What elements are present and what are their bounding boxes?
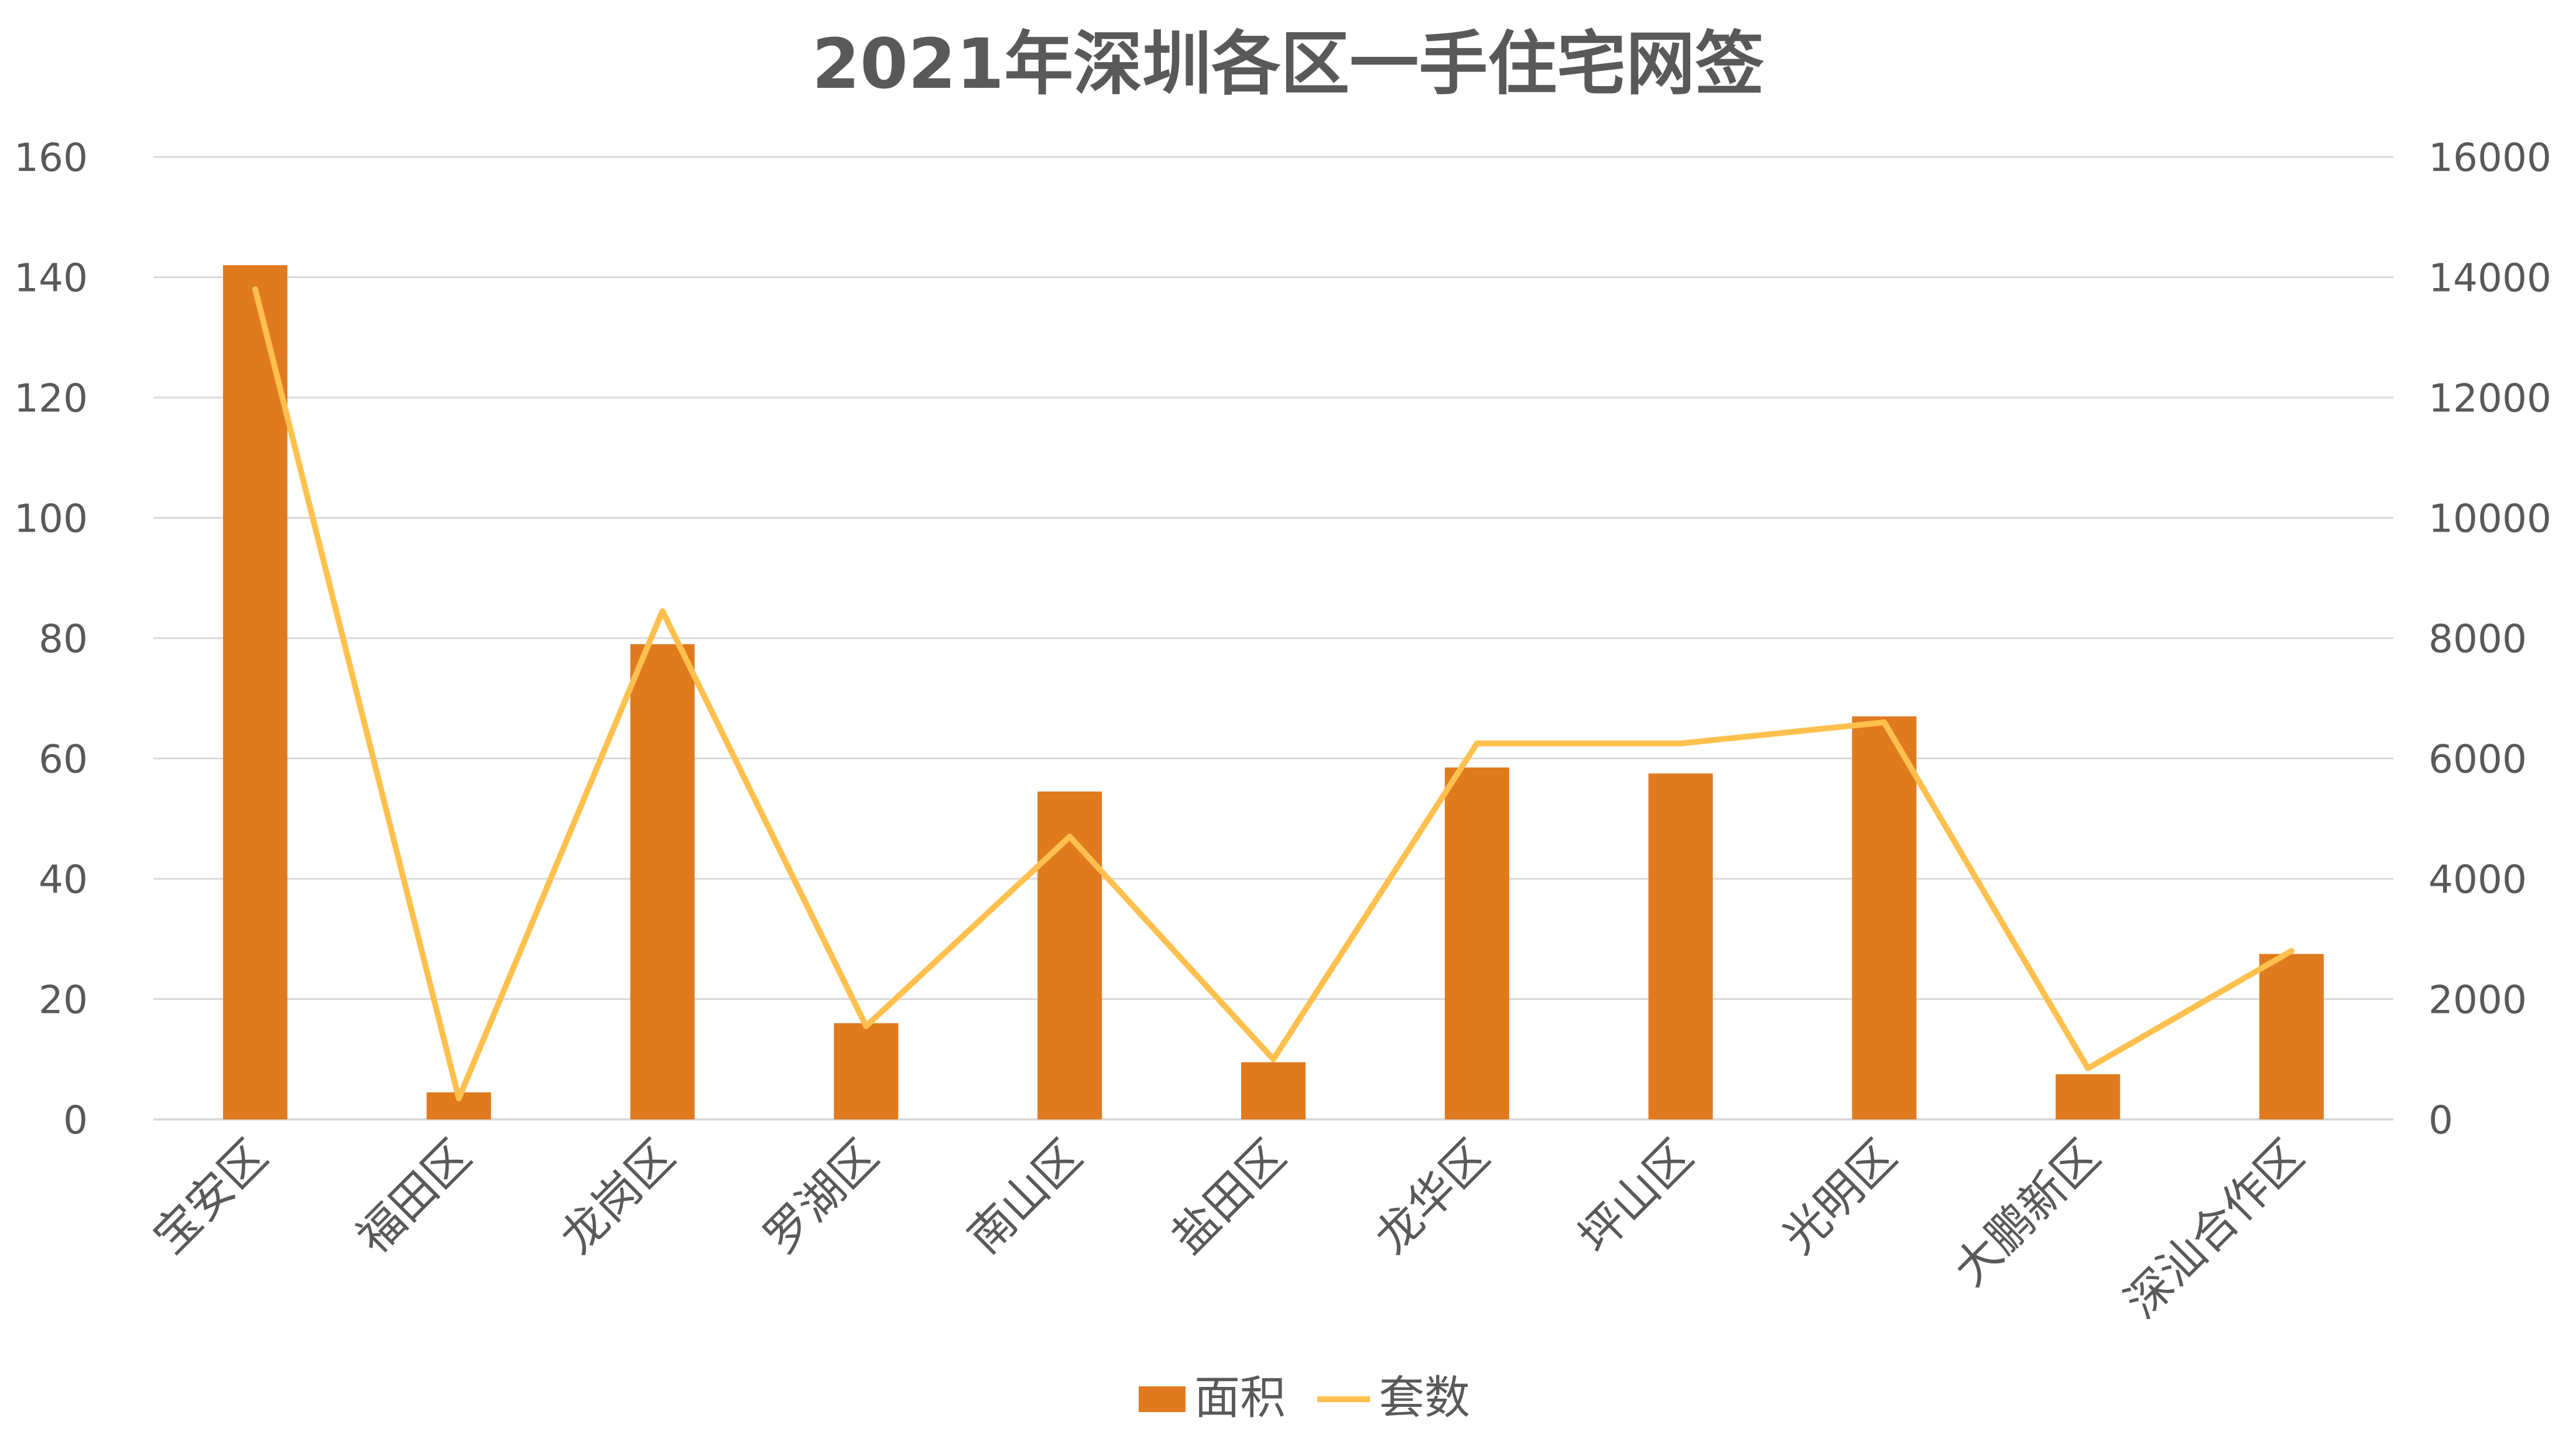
left-axis: 0 20 40 60 80 100 120 140 160 [14,135,88,1143]
left-tick-label: 80 [39,616,88,662]
bar [222,265,287,1120]
bar [630,644,695,1119]
category-label: 南山区 [958,1130,1092,1264]
category-label: 罗湖区 [755,1130,889,1264]
left-tick-label: 160 [14,135,88,180]
category-label: 坪山区 [1569,1130,1703,1264]
bar [834,1023,899,1119]
bar [2259,954,2324,1119]
legend-label-area: 面积 [1194,1372,1286,1424]
category-label: 深汕合作区 [2115,1130,2314,1328]
right-tick-label: 2000 [2428,978,2527,1023]
category-label: 盐田区 [1162,1130,1296,1264]
category-axis: 宝安区 福田区 龙岗区 罗湖区 南山区 盐田区 龙华区 坪山区 光明区 大鹏新区 深汕合作区 [143,1130,2314,1328]
category-label: 宝安区 [143,1130,278,1264]
left-tick-label: 100 [14,496,88,542]
bar [1648,773,1713,1119]
left-tick-label: 40 [39,857,88,902]
left-tick-label: 140 [14,256,88,301]
bar-series [222,265,2324,1120]
left-tick-label: 120 [14,376,88,421]
right-tick-label: 6000 [2428,737,2527,782]
right-tick-label: 8000 [2428,616,2527,662]
right-tick-label: 4000 [2428,857,2527,902]
right-axis: 0 2000 4000 6000 8000 10000 12000 14000 16000 [2428,135,2551,1143]
chart-title: 2021年深圳各区一手住宅网签 [812,23,1764,104]
right-tick-label: 12000 [2428,376,2551,421]
bar [1444,767,1509,1119]
left-tick-label: 0 [63,1098,88,1143]
line-series [252,286,2295,1102]
legend-label-count: 套数 [1379,1372,1470,1424]
line-series-path [252,286,2295,1102]
gridlines [153,156,2393,1121]
right-tick-label: 10000 [2428,496,2551,542]
right-tick-label: 0 [2428,1098,2453,1143]
bar [1241,1062,1306,1119]
category-label: 龙岗区 [551,1130,685,1264]
legend-swatch-bar [1139,1386,1186,1412]
bar [2056,1074,2121,1119]
bar [1037,792,1102,1119]
category-label: 光明区 [1773,1130,1907,1264]
category-label: 福田区 [347,1130,481,1264]
category-label: 大鹏新区 [1944,1130,2110,1296]
legend: 面积 套数 [1139,1372,1470,1424]
left-tick-label: 20 [39,978,88,1023]
right-tick-label: 14000 [2428,256,2551,301]
left-tick-label: 60 [39,737,88,782]
bar [1852,716,1917,1119]
right-tick-label: 16000 [2428,135,2551,180]
category-label: 龙华区 [1365,1130,1499,1264]
